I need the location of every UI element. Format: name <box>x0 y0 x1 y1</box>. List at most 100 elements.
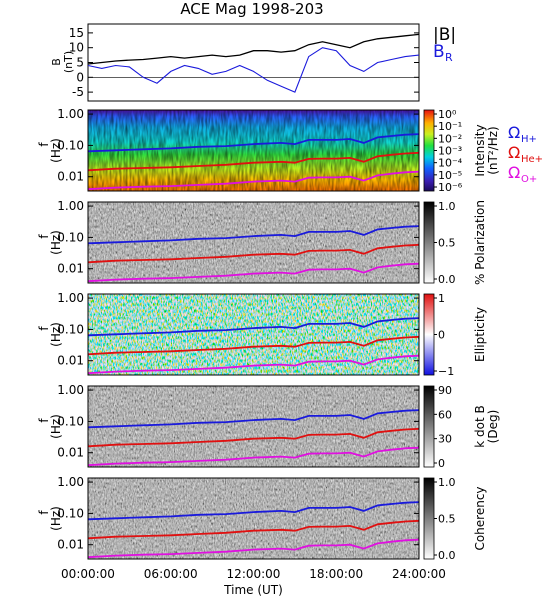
y-tick-label: 0.10 <box>57 506 84 520</box>
x-axis: 00:00:00 06:00:00 12:00:00 18:00:00 24:0… <box>61 567 446 597</box>
panel-frame <box>87 477 420 560</box>
y-tick-label: 0.01 <box>57 354 84 368</box>
colorbar <box>423 385 435 468</box>
colorbar <box>423 477 435 560</box>
y-tick-label: 1.00 <box>57 199 84 213</box>
y-tick-label: 0.01 <box>57 446 84 460</box>
colorbar-tick-label: 10⁻⁴ <box>438 157 463 170</box>
legend-omega-o: Ω <box>508 163 520 182</box>
colorbar-tick-label: 90 <box>438 384 452 397</box>
colorbar-tick-label: 1.0 <box>438 200 456 213</box>
colorbar-label: Intensity <box>473 124 487 176</box>
kdotb-panel: 1.00 0.10 0.01 f(Hz) 90 60 30 0 k dot B (Deg) <box>37 383 500 470</box>
f-ylabel: f <box>37 418 51 423</box>
f-ylabel: f <box>37 142 51 147</box>
gyrofrequency-line-He+ <box>87 335 420 356</box>
y-tick-label: 10 <box>69 41 84 55</box>
hz-ylabel: (Hz) <box>49 138 63 163</box>
coherency-panel: 1.00 0.10 0.01 f(Hz) 1.0 0.5 0.0 Coherency <box>37 475 487 562</box>
colorbar-tick-label: 10⁰ <box>438 108 457 121</box>
x-axis-label: Time (UT) <box>223 583 283 597</box>
y-tick-label: 0.01 <box>57 262 84 276</box>
legend-omega-o-sub: O+ <box>521 174 537 185</box>
colorbar-tick-label: 10⁻¹ <box>438 120 462 133</box>
colorbar-tick-label: 0.0 <box>438 549 456 562</box>
gyrofrequency-line-O+ <box>87 446 420 467</box>
legend-omega-he: Ω <box>508 143 520 162</box>
gyrofrequency-line-He+ <box>87 427 420 448</box>
y-tick-label: 1.00 <box>57 107 84 121</box>
panel-frame <box>87 293 420 376</box>
colorbar-unit: (Deg) <box>486 410 500 444</box>
colorbar-tick-label: 10⁻⁵ <box>438 169 462 182</box>
gyrofrequency-line-He+ <box>87 151 420 172</box>
y-tick-label: 0.10 <box>57 322 84 336</box>
colorbar-label: k dot B <box>473 405 487 447</box>
hz-ylabel: (Hz) <box>49 230 63 255</box>
x-tick-label: 06:00:00 <box>144 567 198 581</box>
gyrofrequency-line-He+ <box>87 243 420 264</box>
gyrofrequency-line-H+ <box>87 133 420 153</box>
y-tick-label: 1.00 <box>57 475 84 489</box>
y-tick-label: 0 <box>76 70 84 84</box>
heatmap-texture <box>88 202 419 283</box>
colorbar-label: Coherency <box>473 486 487 550</box>
hz-ylabel: (Hz) <box>49 322 63 347</box>
heatmap-texture <box>88 386 419 467</box>
gyro-legend: Ω H+ Ω He+ Ω O+ <box>508 123 543 185</box>
gyrofrequency-line-O+ <box>87 262 420 283</box>
panel-frame <box>87 109 420 192</box>
colorbar-unit: (nT²/Hz) <box>486 126 500 174</box>
legend-br-sub: R <box>445 51 453 64</box>
colorbar-tick-label: 10⁻³ <box>438 145 462 158</box>
colorbar-tick-label: 1 <box>438 292 445 305</box>
colorbar-tick-label: 0 <box>438 329 445 342</box>
y-tick-label: 1.00 <box>57 291 84 305</box>
gyrofrequency-line-H+ <box>87 501 420 521</box>
panel-frame <box>87 385 420 468</box>
gyrofrequency-line-H+ <box>87 225 420 245</box>
f-ylabel: f <box>37 326 51 331</box>
y-tick-label: -5 <box>72 85 84 99</box>
chart-title: ACE Mag 1998-203 <box>180 0 323 18</box>
x-tick-label: 12:00:00 <box>227 567 281 581</box>
heatmap-texture <box>88 294 419 375</box>
colorbar-tick-label: 0.5 <box>438 237 456 250</box>
colorbar-tick-label: 10⁻⁶ <box>438 181 463 194</box>
f-ylabel: f <box>37 234 51 239</box>
spectral-panels: 1.000.100.01f(Hz)10⁰10⁻¹10⁻²10⁻³10⁻⁴10⁻⁵… <box>37 107 500 562</box>
b-panel-frame <box>87 23 420 102</box>
legend-omega-h: Ω <box>508 123 520 142</box>
colorbar-tick-label: 60 <box>438 408 452 421</box>
y-tick-label: 0.10 <box>57 414 84 428</box>
legend-bmag: |B| <box>433 25 456 45</box>
y-tick-label: 15 <box>69 26 84 40</box>
colorbar-label: Ellipticity <box>473 307 487 362</box>
colorbar-tick-label: 0.0 <box>438 273 456 286</box>
legend-omega-he-sub: He+ <box>521 154 543 165</box>
x-tick-label: 24:00:00 <box>392 567 446 581</box>
gyrofrequency-line-O+ <box>87 170 420 191</box>
colorbar-tick-label: −1 <box>438 365 454 378</box>
heatmap-texture <box>88 478 419 559</box>
heatmap-texture <box>88 110 419 191</box>
hz-ylabel: (Hz) <box>49 506 63 531</box>
colorbar-tick-label: 0 <box>438 457 445 470</box>
polarization-panel: 1.00 0.10 0.01 f(Hz) 1.0 0.5 0.0 % Polarization <box>37 199 487 286</box>
colorbar-label: % Polarization <box>473 200 487 285</box>
panel-frame <box>87 201 420 284</box>
x-tick-label: 00:00:00 <box>61 567 115 581</box>
x-tick-label: 18:00:00 <box>309 567 363 581</box>
y-tick-label: 0.01 <box>57 170 84 184</box>
colorbar <box>423 109 435 192</box>
br-series-line <box>87 47 420 93</box>
y-tick-label: 0.10 <box>57 230 84 244</box>
b-ylabel-unit: (nT) <box>62 51 75 73</box>
gyrofrequency-line-H+ <box>87 317 420 337</box>
colorbar <box>423 293 435 376</box>
hz-ylabel: (Hz) <box>49 414 63 439</box>
colorbar-tick-label: 1.0 <box>438 476 456 489</box>
y-tick-label: 0.10 <box>57 138 84 152</box>
legend-omega-h-sub: H+ <box>521 134 537 145</box>
